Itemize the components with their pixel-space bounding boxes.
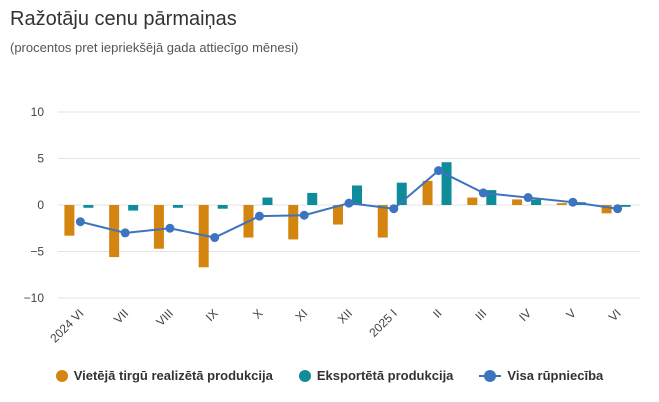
total-industry-point — [210, 233, 220, 243]
x-tick-label: VI — [606, 306, 624, 324]
x-tick-label: XII — [335, 306, 355, 326]
legend-item-export[interactable]: Eksportētā produkcija — [298, 368, 454, 383]
x-tick-label: II — [430, 306, 445, 321]
domestic-bar — [422, 180, 433, 205]
total-industry-point — [613, 204, 623, 214]
x-tick-label: XI — [292, 306, 310, 324]
x-tick-label: V — [563, 306, 579, 322]
domestic-bar — [288, 205, 299, 240]
total-industry-point — [299, 210, 309, 220]
legend-export-label: Eksportētā produkcija — [316, 368, 454, 383]
x-tick-label: VIII — [153, 306, 176, 329]
export-bar — [217, 205, 228, 209]
total-industry-point — [165, 223, 175, 233]
x-tick-label: 2025 I — [366, 306, 399, 339]
export-bar — [620, 205, 631, 207]
total-industry-point — [120, 228, 130, 238]
x-tick-label: IX — [203, 306, 221, 324]
domestic-bar — [153, 205, 164, 249]
export-bar — [307, 192, 318, 205]
total-industry-point — [434, 166, 444, 176]
legend-total-label: Visa rūpniecība — [507, 368, 604, 383]
y-tick-label: 10 — [31, 105, 45, 119]
total-industry-point — [523, 193, 533, 203]
legend-export-swatch — [298, 369, 311, 382]
domestic-bar — [467, 197, 478, 205]
export-bar — [172, 205, 183, 208]
y-tick-label: 0 — [37, 198, 44, 212]
domestic-bar — [512, 199, 523, 205]
export-bar — [128, 205, 139, 211]
legend-domestic-label: Vietējā tirgū realizētā produkcija — [73, 368, 273, 383]
export-bar — [441, 162, 452, 205]
domestic-bar — [377, 205, 388, 238]
y-tick-label: 5 — [37, 152, 44, 166]
total-industry-point — [478, 188, 488, 198]
domestic-bar — [333, 205, 343, 225]
legend-item-domestic[interactable]: Vietējā tirgū realizētā produkcija — [55, 368, 273, 383]
x-tick-label: III — [472, 306, 489, 323]
x-tick-label: IV — [516, 306, 534, 324]
export-bar — [352, 185, 362, 205]
total-industry-point — [254, 211, 264, 221]
export-bar — [396, 182, 407, 205]
legend-domestic-swatch — [55, 369, 68, 382]
y-tick-label: −5 — [30, 245, 44, 259]
export-bar — [531, 199, 542, 205]
domestic-bar — [556, 203, 567, 205]
total-industry-point — [75, 217, 85, 227]
export-bar — [83, 205, 94, 208]
x-tick-label: VII — [111, 306, 131, 326]
y-tick-label: −10 — [24, 291, 45, 305]
chart-legend: Vietējā tirgū realizētā produkcija Ekspo… — [0, 368, 659, 383]
domestic-bar — [601, 205, 612, 214]
chart-subtitle: (procentos pret iepriekšējā gada attiecī… — [10, 40, 299, 55]
domestic-bar — [64, 205, 75, 236]
chart-title: Ražotāju cenu pārmaiņas — [10, 8, 237, 30]
legend-total-swatch — [479, 369, 502, 382]
x-tick-label: X — [250, 306, 266, 322]
x-tick-label: 2024 VI — [47, 306, 86, 345]
total-industry-point — [389, 204, 399, 214]
export-bar — [262, 197, 273, 205]
total-industry-point — [344, 198, 354, 208]
export-bar — [486, 190, 497, 205]
legend-item-total[interactable]: Visa rūpniecība — [479, 368, 603, 383]
total-industry-point — [568, 197, 578, 207]
